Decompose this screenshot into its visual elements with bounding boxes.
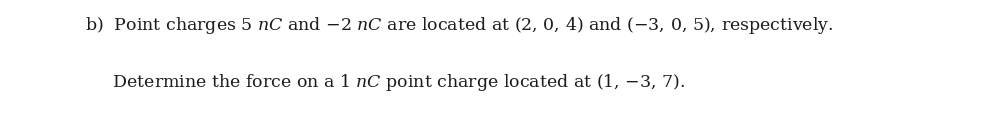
Text: b)  Point charges 5 $\mathit{nC}$ and $-$2 $\mathit{nC}$ are located at (2, 0, 4: b) Point charges 5 $\mathit{nC}$ and $-$… <box>85 15 833 35</box>
Text: Determine the force on a 1 $\mathit{nC}$ point charge located at (1, $-$3, 7).: Determine the force on a 1 $\mathit{nC}$… <box>85 72 684 92</box>
